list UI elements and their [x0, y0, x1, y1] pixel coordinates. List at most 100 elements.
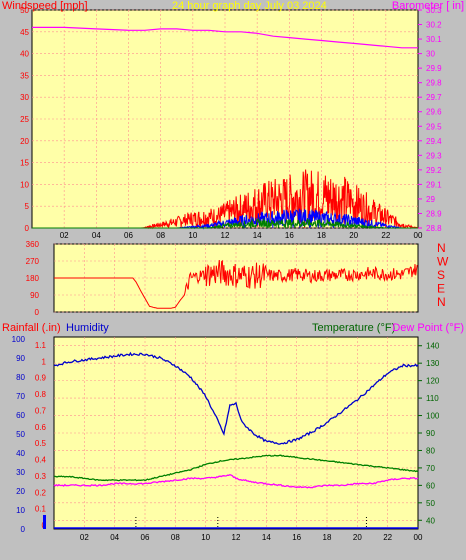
barometer-tick-label: 30.1: [426, 35, 442, 44]
humidity-tick-label: 40: [16, 449, 25, 458]
temp-humidity-grid: [54, 337, 418, 529]
windspeed-tick-label: 15: [20, 159, 29, 168]
windspeed-tick-label: 0: [25, 224, 30, 233]
windspeed-tick-label: 45: [20, 28, 29, 37]
rainfall-tick-label: 0.5: [35, 439, 47, 448]
compass-label: W: [437, 255, 449, 269]
temperature-tick-label: 90: [426, 429, 435, 438]
x-tick-label: 12: [232, 533, 241, 542]
windspeed-tick-label: 40: [20, 50, 29, 59]
barometer-tick-label: 30.3: [426, 6, 442, 15]
series-wind-low-line: [32, 217, 418, 230]
x-tick-label: 00: [414, 231, 423, 240]
barometer-tick-label: 29: [426, 195, 435, 204]
series-temperature-line: [53, 454, 419, 482]
temp-humidity-series: [43, 351, 419, 529]
windspeed-tick-label: 35: [20, 71, 29, 80]
windspeed-tick-label: 25: [20, 115, 29, 124]
direction-tick-label: 90: [30, 291, 39, 300]
windspeed-tick-label: 20: [20, 137, 29, 146]
humidity-tick-label: 60: [16, 411, 25, 420]
wind-direction-grid: [54, 243, 418, 313]
x-tick-label: 00: [414, 533, 423, 542]
temperature-tick-label: 140: [426, 342, 440, 351]
barometer-tick-label: 29.9: [426, 64, 442, 73]
temperature-tick-label: 100: [426, 412, 440, 421]
direction-tick-label: 180: [26, 274, 40, 283]
barometer-tick-label: 30: [426, 50, 435, 59]
barometer-tick-label: 29.7: [426, 93, 442, 102]
x-tick-label: 18: [317, 231, 326, 240]
humidity-tick-label: 100: [12, 335, 26, 344]
x-tick-label: 06: [141, 533, 150, 542]
compass-label: N: [437, 241, 446, 255]
humidity-axis-label: Humidity: [66, 322, 109, 334]
series-dew-point-line: [53, 473, 419, 489]
humidity-tick-label: 20: [16, 487, 25, 496]
rainfall-axis-label: Rainfall (.in): [2, 322, 61, 334]
x-tick-label: 10: [188, 231, 197, 240]
barometer-axis: 28.8 28.9 29 29.1 29.2 29.3 29.4 29.5 29.6 29.7 29…: [418, 6, 442, 233]
windspeed-tick-label: 30: [20, 93, 29, 102]
barometer-tick-label: 28.8: [426, 224, 442, 233]
windspeed-tick-label: 50: [20, 6, 29, 15]
barometer-axis-label: Barometer [ in]: [392, 0, 464, 12]
barometer-tick-label: 28.9: [426, 209, 442, 218]
barometer-tick-label: 30.2: [426, 21, 442, 30]
windspeed-tick-label: 5: [25, 202, 30, 211]
wind-direction-series: [54, 259, 418, 309]
humidity-axis: 0 10 20 30 40 50 60 70 80 90 100: [12, 335, 26, 534]
temperature-axis-label: Temperature (°F): [312, 322, 395, 334]
humidity-tick-label: 30: [16, 468, 25, 477]
temp-panel-x-axis: 02 04 06 08 10 12 14 16 18 20 22 00: [80, 533, 423, 542]
barometer-tick-label: 29.8: [426, 79, 442, 88]
rainfall-axis: 00.10.20.30.40.50.60.70.80.911.1: [35, 341, 47, 530]
rainfall-tick-label: 0.2: [35, 488, 47, 497]
direction-tick-label: 0: [35, 308, 40, 317]
compass-label: S: [437, 268, 445, 282]
x-tick-label: 20: [349, 231, 358, 240]
x-tick-label: 12: [221, 231, 230, 240]
x-tick-label: 22: [381, 231, 390, 240]
x-tick-label: 08: [156, 231, 165, 240]
rainfall-tick-label: 1.1: [35, 341, 47, 350]
temperature-tick-label: 130: [426, 359, 440, 368]
chart-title: 24 hour graph day July 03 2024: [172, 0, 327, 12]
barometer-tick-label: 29.1: [426, 180, 442, 189]
humidity-tick-label: 70: [16, 392, 25, 401]
dew-point-axis-label: Dew Point (°F): [392, 322, 464, 334]
barometer-tick-label: 29.5: [426, 122, 442, 131]
temperature-tick-label: 40: [426, 516, 435, 525]
x-tick-label: 14: [253, 231, 262, 240]
x-tick-label: 18: [323, 533, 332, 542]
x-tick-label: 16: [292, 533, 301, 542]
x-tick-label: 08: [171, 533, 180, 542]
temperature-tick-label: 70: [426, 464, 435, 473]
temperature-tick-label: 120: [426, 377, 440, 386]
wind-panel-series: [32, 26, 419, 230]
humidity-tick-label: 80: [16, 373, 25, 382]
temperature-tick-label: 60: [426, 481, 435, 490]
series-wind-direction-line: [54, 259, 418, 309]
temperature-tick-label: 110: [426, 394, 439, 403]
windspeed-tick-label: 10: [20, 180, 29, 189]
x-tick-label: 06: [124, 231, 133, 240]
x-tick-label: 02: [60, 231, 69, 240]
windspeed-axis-label: Windspeed [mph]: [2, 0, 88, 12]
x-tick-label: 16: [285, 231, 294, 240]
x-tick-label: 04: [92, 231, 101, 240]
x-tick-label: 20: [353, 533, 362, 542]
series-humidity-line: [53, 351, 419, 445]
x-tick-label: 10: [201, 533, 210, 542]
rainfall-tick-label: 0.3: [35, 472, 47, 481]
windspeed-axis: 0 5 10 15 20 25 30 35 40 45 50: [20, 6, 29, 233]
wind-panel-x-axis: 02 04 06 08 10 12 14 16 18 20 22 00: [60, 231, 423, 240]
barometer-tick-label: 29.6: [426, 108, 442, 117]
wind-direction-axis: 0 90 180 270 360: [26, 240, 40, 317]
direction-tick-label: 360: [26, 240, 40, 249]
compass-label: N: [437, 295, 446, 309]
rainfall-tick-label: 1: [42, 357, 47, 366]
x-tick-label: 22: [383, 533, 392, 542]
